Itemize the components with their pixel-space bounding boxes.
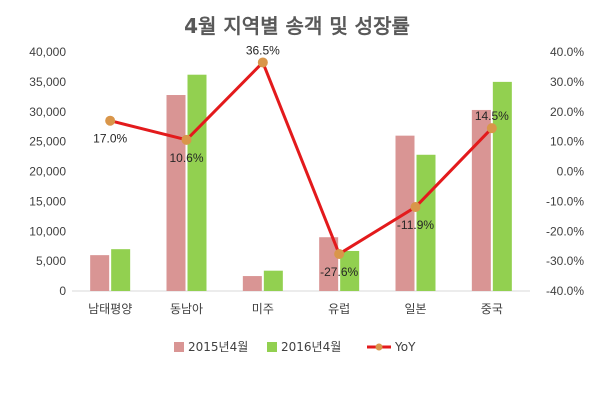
chart-title: 4월 지역별 송객 및 성장률 — [184, 14, 410, 38]
yoy-marker — [334, 248, 345, 259]
bar-2016년4월 — [492, 81, 512, 291]
yoy-data-label: -27.6% — [320, 265, 358, 279]
y-right-tick-label: 30.0% — [550, 75, 584, 89]
legend-label: YoY — [394, 340, 416, 354]
y-left-tick-label: 15,000 — [29, 194, 66, 208]
legend-swatch-2016년4월 — [267, 342, 277, 352]
yoy-data-label: 14.5% — [475, 109, 509, 123]
y-left-tick-label: 5,000 — [36, 254, 66, 268]
legend-marker-swatch — [375, 343, 383, 351]
bar-2015년4월 — [242, 276, 262, 291]
axes: 0 5,000 10,000 15,000 20,000 25,000 30,000 35,0… — [29, 45, 584, 316]
bar-2016년4월 — [111, 249, 131, 291]
y-left-tick-label: 40,000 — [29, 45, 66, 59]
x-category-label: 동남아 — [170, 302, 203, 316]
legend-swatch-2015년4월 — [174, 342, 184, 352]
y-right-tick-label: 10.0% — [550, 135, 584, 149]
bar-2015년4월 — [90, 255, 110, 291]
y-left-tick-label: 10,000 — [29, 224, 66, 238]
bar-2015년4월 — [471, 109, 491, 292]
y-right-tick-label: -10.0% — [546, 194, 584, 208]
bar-2015년4월 — [166, 95, 186, 292]
yoy-data-label: 17.0% — [93, 132, 127, 146]
y-left-tick-label: 35,000 — [29, 75, 66, 89]
y-right-tick-label: -40.0% — [546, 284, 584, 298]
bars — [90, 74, 512, 292]
yoy-data-label: 10.6% — [169, 151, 203, 165]
y-right-tick-label: -30.0% — [546, 254, 584, 268]
x-category-label: 일본 — [404, 302, 426, 316]
y-left-tick-label: 30,000 — [29, 105, 66, 119]
x-category-label: 유럽 — [328, 302, 350, 316]
bar-2016년4월 — [340, 250, 360, 291]
legend-label: 2016년4월 — [281, 340, 341, 354]
y-left-tick-label: 0 — [59, 284, 66, 298]
bar-2016년4월 — [187, 74, 207, 291]
yoy-line — [105, 57, 497, 259]
yoy-data-label: -11.9% — [397, 218, 434, 232]
yoy-marker — [105, 115, 116, 126]
y-right-tick-label: 0.0% — [557, 165, 585, 179]
y-left-tick-label: 25,000 — [29, 135, 66, 149]
yoy-marker — [181, 134, 192, 145]
bar-2016년4월 — [416, 154, 436, 291]
legend: 2015년4월 2016년4월 YoY — [174, 340, 416, 354]
data-labels: 17.0% 10.6% 36.5% -27.6% -11.9% 14.5% — [93, 43, 509, 278]
legend-label: 2015년4월 — [188, 340, 248, 354]
x-category-label: 미주 — [252, 302, 274, 316]
y-right-tick-label: -20.0% — [546, 224, 584, 238]
x-category-label: 중국 — [481, 302, 503, 316]
yoy-marker — [410, 202, 421, 213]
yoy-series-line — [109, 60, 493, 256]
bar-2015년4월 — [319, 237, 339, 291]
yoy-data-label: 36.5% — [246, 43, 280, 57]
y-left-tick-label: 20,000 — [29, 165, 66, 179]
yoy-marker — [257, 57, 268, 68]
x-category-label: 남태평양 — [88, 302, 132, 316]
y-right-tick-label: 40.0% — [550, 45, 584, 59]
yoy-marker — [486, 123, 497, 134]
bar-2016년4월 — [263, 270, 283, 291]
y-right-tick-label: 20.0% — [550, 105, 584, 119]
